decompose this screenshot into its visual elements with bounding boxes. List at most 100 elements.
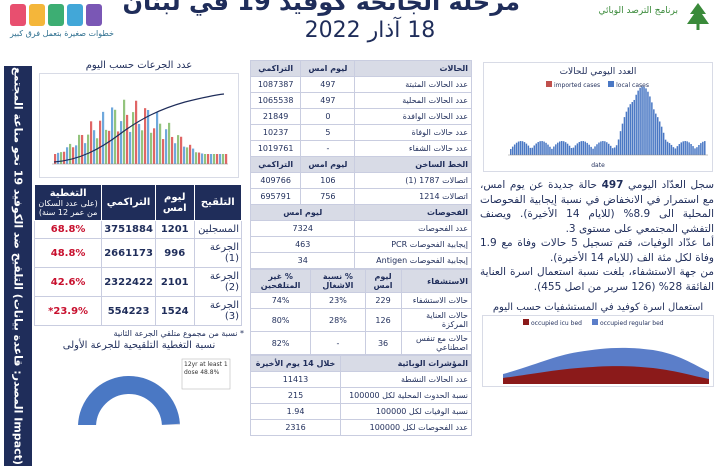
- row-label: الجرعة (2): [193, 267, 243, 297]
- report-date: 18 آذار 2022: [304, 18, 436, 43]
- dose-bar: [96, 138, 99, 164]
- case-bar: [619, 131, 622, 155]
- col-header-yesterday: ليوم امس: [154, 184, 195, 221]
- x-axis-label: date: [591, 162, 605, 169]
- legend-regular: occupied regular bed: [591, 319, 664, 327]
- indicators-table: المؤشرات الوبائية خلال 14 يوم الأخيرة عد…: [249, 355, 472, 436]
- table-row: حالات العناية المركزة 126 28% 80%: [249, 308, 473, 332]
- daily-cases-svg: [508, 86, 708, 156]
- row-cumulative: 2322422: [101, 267, 156, 297]
- para1-start: سجل العدّاد اليومي: [623, 179, 714, 191]
- table-row: اتصالات 1787 (1) 106 409766: [249, 172, 472, 189]
- dose-bar: [132, 112, 135, 164]
- legend-imported-label: imported cases: [554, 82, 601, 89]
- dose-bar: [57, 152, 60, 164]
- case-bar: [555, 144, 557, 155]
- case-bar: [564, 142, 567, 155]
- row-label: عدد الحالات النشطة: [340, 371, 472, 388]
- dose-bar: [117, 131, 120, 164]
- row-value: 11413: [249, 371, 342, 388]
- dose-bar: [147, 109, 150, 164]
- row-label: عدد الحالات الوافدة: [354, 108, 472, 125]
- case-bar: [515, 142, 518, 155]
- case-bar: [629, 104, 632, 155]
- dose-bar: [75, 145, 78, 164]
- row-label: عدد الحالات المثبتة: [354, 76, 472, 93]
- case-bar: [566, 143, 569, 155]
- case-bar: [684, 141, 686, 155]
- case-bar: [545, 142, 547, 155]
- case-bar: [649, 96, 651, 155]
- dose-bar: [213, 154, 216, 164]
- cases-header: الحالات: [354, 60, 472, 77]
- row-yesterday: 996: [154, 238, 195, 268]
- indic-header: المؤشرات الوبائية: [340, 355, 472, 372]
- case-bar: [645, 88, 647, 155]
- case-bar: [586, 142, 588, 155]
- row-cumulative: 409766: [249, 172, 302, 189]
- case-bar: [668, 143, 671, 155]
- dose-bar: [216, 154, 219, 164]
- hospital-beds-chart: occupied icu bed occupied regular bed: [482, 315, 714, 387]
- dose-bar: [126, 114, 129, 164]
- case-bar: [672, 147, 675, 155]
- dose-bar: [63, 151, 66, 164]
- dose-bar: [171, 136, 174, 164]
- table-row: اتصالات 1214 756 695791: [249, 188, 472, 205]
- case-bar: [525, 143, 528, 155]
- row-cumulative: 554223: [101, 296, 156, 326]
- case-bar: [696, 147, 698, 155]
- dose-bar: [150, 132, 153, 164]
- dose-bar: [111, 107, 114, 164]
- case-bar: [517, 141, 520, 155]
- case-bar: [551, 148, 553, 155]
- hospital-legend: occupied icu bed occupied regular bed: [523, 319, 664, 327]
- dose-bar: [72, 147, 75, 164]
- row-yesterday: 126: [364, 308, 402, 332]
- daily-doses-chart: [39, 73, 239, 178]
- case-bar: [674, 148, 677, 155]
- dose-bar: [186, 147, 189, 164]
- dose-bar: [78, 134, 81, 164]
- case-bar: [592, 148, 594, 155]
- row-label: عدد الفحوصات: [354, 220, 472, 237]
- case-bar: [655, 113, 657, 155]
- row-cumulative: 21849: [249, 108, 302, 125]
- case-bar: [568, 145, 571, 155]
- row-label: نسبة الحدوث المحلية لكل 100000: [340, 387, 472, 404]
- row-label: عدد حالات الوفاة: [354, 124, 472, 141]
- dose-bar: [198, 152, 201, 164]
- row-cumulative: 2661173: [101, 238, 156, 268]
- case-bar: [698, 144, 700, 155]
- case-bar: [529, 147, 532, 155]
- case-bar: [594, 146, 596, 155]
- legend-local-label: local cases: [616, 82, 649, 89]
- table-row: الجرعة (3) 1524 554223 23.9%*: [33, 296, 243, 326]
- row-coverage: 48.8%: [33, 238, 103, 268]
- case-bar: [584, 141, 586, 155]
- daily-cases-legend: imported cases local cases: [546, 81, 649, 89]
- row-yesterday: 756: [300, 188, 356, 205]
- first-dose-donut: 12yr at least 1 dose 48.8%: [34, 355, 234, 470]
- case-bar: [513, 144, 516, 155]
- dose-bar: [69, 143, 72, 164]
- legend-icu-label: occupied icu bed: [531, 320, 582, 327]
- case-bar: [625, 111, 628, 155]
- case-bar: [641, 86, 643, 155]
- coverage-header-note: (على عدد السكان من عمر 12 سنة): [38, 199, 98, 217]
- cases-table: الحالات ليوم امس التراكمي عدد الحالات ال…: [249, 60, 472, 269]
- table-row: عدد الفحوصات 7324: [249, 220, 472, 237]
- legend-regular-label: occupied regular bed: [599, 320, 664, 327]
- table-row: عدد الحالات الوافدة 0 21849: [249, 108, 472, 125]
- case-bar: [527, 145, 530, 155]
- row-label: الجرعة (1): [193, 238, 243, 268]
- para1-count: 497: [601, 179, 624, 191]
- row-occupancy: 23%: [310, 292, 366, 309]
- summary-paragraph: سجل العدّاد اليومي 497 حالة جديدة عن يوم…: [480, 178, 714, 294]
- case-bar: [519, 141, 522, 155]
- logo-block: [10, 4, 26, 26]
- campaign-logo: خطوات صغيرة بتعمل فرق كبير: [10, 0, 120, 44]
- case-bar: [531, 147, 534, 155]
- case-bar: [653, 109, 655, 155]
- tests-header-yesterday: ليوم امس: [249, 204, 356, 221]
